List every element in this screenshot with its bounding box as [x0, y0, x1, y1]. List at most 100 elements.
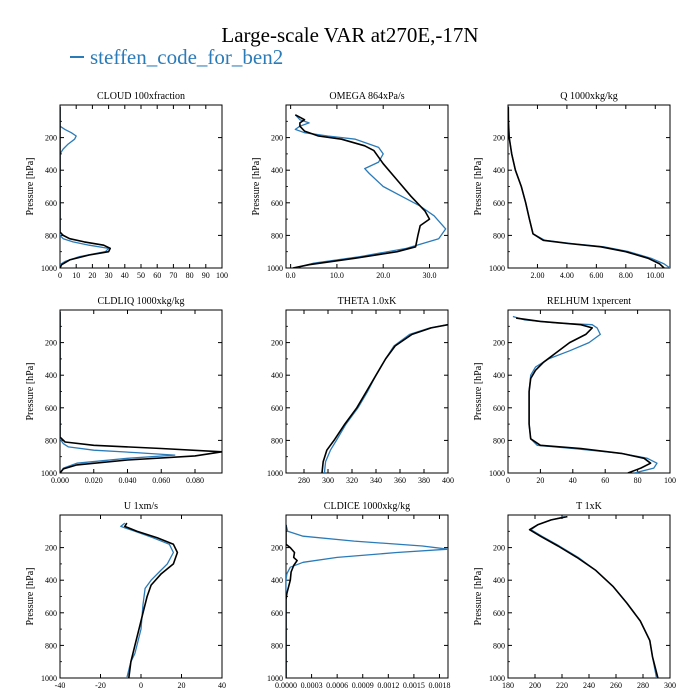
- y-tick-label: 600: [493, 199, 505, 208]
- x-tick-label: 0.000: [51, 476, 69, 485]
- panel-title: OMEGA 864xPa/s: [329, 91, 404, 102]
- series-line-black: [515, 317, 652, 473]
- plot-frame: [285, 514, 449, 679]
- x-tick-label: 380: [418, 476, 430, 485]
- x-tick-label: 400: [442, 476, 454, 485]
- x-tick-label: 10.00: [646, 271, 664, 280]
- x-tick-label: 0.0003: [301, 681, 323, 690]
- y-tick-label: 800: [271, 436, 283, 445]
- y-tick-label: 800: [493, 641, 505, 650]
- y-tick-label: 200: [271, 544, 283, 553]
- x-tick-label: 20.0: [376, 271, 390, 280]
- y-axis-label: Pressure [hPa]: [473, 362, 484, 420]
- panel-title: CLOUD 100xfraction: [97, 91, 185, 102]
- y-tick-label: 200: [493, 544, 505, 553]
- y-tick-label: 800: [271, 231, 283, 240]
- x-tick-label: 300: [664, 681, 676, 690]
- x-tick-label: 0: [139, 681, 143, 690]
- plot-frame: [507, 104, 671, 269]
- y-axis-label: Pressure [hPa]: [251, 157, 262, 215]
- y-tick-label: 400: [493, 576, 505, 585]
- y-tick-label: 800: [271, 641, 283, 650]
- x-tick-label: 200: [529, 681, 541, 690]
- x-tick-label: 20: [178, 681, 186, 690]
- y-axis-label: Pressure [hPa]: [473, 157, 484, 215]
- x-tick-label: 100: [664, 476, 676, 485]
- y-tick-label: 200: [493, 339, 505, 348]
- x-tick-label: 80: [634, 476, 642, 485]
- x-tick-label: 20: [88, 271, 96, 280]
- y-tick-label: 600: [271, 199, 283, 208]
- y-tick-label: 1000: [41, 674, 57, 683]
- x-tick-label: 0.0018: [428, 681, 450, 690]
- x-tick-label: 2.00: [530, 271, 544, 280]
- series-line-black: [508, 106, 665, 268]
- y-tick-label: 400: [271, 371, 283, 380]
- x-tick-label: 0.0006: [326, 681, 348, 690]
- x-tick-label: 320: [346, 476, 358, 485]
- x-tick-label: 340: [370, 476, 382, 485]
- x-tick-label: 100: [216, 271, 228, 280]
- y-tick-label: 400: [45, 371, 57, 380]
- x-tick-label: 60: [153, 271, 161, 280]
- x-tick-label: 0.080: [186, 476, 204, 485]
- x-tick-label: 0.0012: [377, 681, 399, 690]
- panel-title: THETA 1.0xK: [338, 296, 397, 307]
- panel-title: U 1xm/s: [124, 501, 158, 512]
- x-tick-label: 180: [502, 681, 514, 690]
- y-tick-label: 200: [271, 339, 283, 348]
- plot-frame: [59, 514, 223, 679]
- y-axis-label: Pressure [hPa]: [473, 567, 484, 625]
- series-line-black: [124, 522, 179, 678]
- series-line-blue: [286, 524, 448, 678]
- x-tick-label: 0.040: [119, 476, 137, 485]
- x-tick-label: 20: [536, 476, 544, 485]
- y-tick-label: 1000: [489, 264, 505, 273]
- panel-title: Q 1000xkg/kg: [560, 91, 618, 102]
- y-tick-label: 600: [271, 609, 283, 618]
- y-tick-label: 800: [45, 436, 57, 445]
- y-tick-label: 800: [45, 641, 57, 650]
- y-tick-label: 200: [45, 339, 57, 348]
- y-tick-label: 400: [45, 166, 57, 175]
- panel-7: U 1xm/s 200 400 600 800 1000-40 -20 0 20 40 Pressu…: [25, 501, 226, 690]
- x-tick-label: 0.020: [85, 476, 103, 485]
- panel-3: Q 1000xkg/kg 200 400 600 800 1000 2.00 4.00 6.00…: [473, 91, 671, 280]
- series-line-black: [292, 114, 431, 268]
- x-tick-label: 10.0: [330, 271, 344, 280]
- x-tick-label: 0.060: [152, 476, 170, 485]
- panel-title: T 1xK: [576, 501, 602, 512]
- x-tick-label: 10: [72, 271, 80, 280]
- y-tick-label: 600: [493, 404, 505, 413]
- y-tick-label: 1000: [267, 674, 283, 683]
- y-tick-label: 1000: [267, 264, 283, 273]
- series-line-black: [60, 106, 111, 268]
- y-tick-label: 800: [493, 436, 505, 445]
- legend-label: steffen_code_for_ben2: [90, 45, 284, 69]
- series-line-blue: [120, 522, 175, 678]
- x-tick-label: 8.00: [619, 271, 633, 280]
- x-tick-label: 300: [322, 476, 334, 485]
- x-tick-label: 70: [169, 271, 177, 280]
- x-tick-label: 0.0000: [275, 681, 297, 690]
- y-tick-label: 400: [271, 166, 283, 175]
- y-tick-label: 200: [45, 134, 57, 143]
- x-tick-label: 60: [601, 476, 609, 485]
- series-line-blue: [60, 106, 110, 268]
- y-tick-label: 600: [45, 609, 57, 618]
- page-title: Large-scale VAR at270E,-17N: [221, 23, 479, 47]
- y-tick-label: 1000: [41, 264, 57, 273]
- legend-line-swatch: [70, 56, 84, 59]
- x-tick-label: 0: [58, 271, 62, 280]
- series-line-blue: [323, 324, 448, 473]
- y-tick-label: 800: [45, 231, 57, 240]
- y-axis-label: Pressure [hPa]: [25, 567, 36, 625]
- x-tick-label: 0.0009: [352, 681, 374, 690]
- series-line-blue: [294, 114, 447, 268]
